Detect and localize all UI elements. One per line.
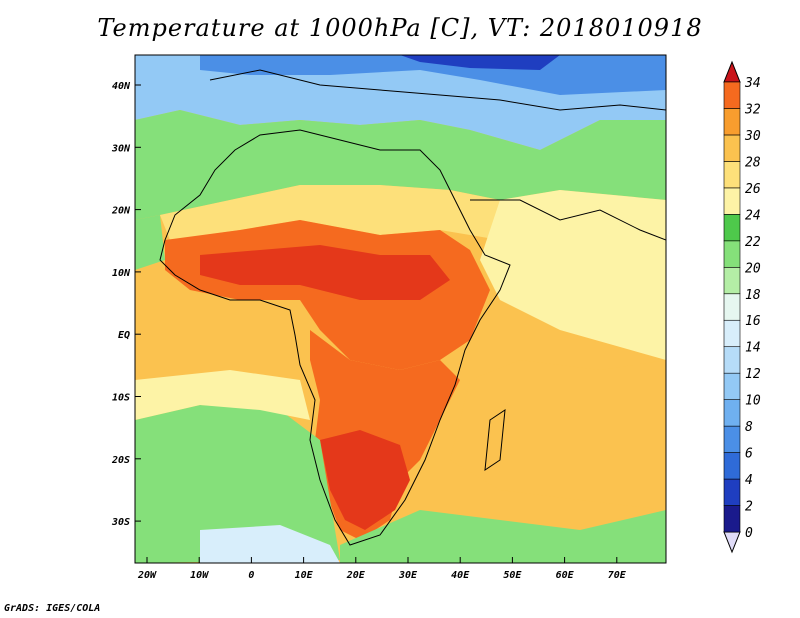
colorbar-level-label: 0 [745,526,753,541]
kalahari-hottest-region [320,430,410,530]
colorbar-segment [723,425,741,453]
lon-tick-label: 60E [556,570,575,581]
arabian-sea-region [480,190,666,360]
colorbar-segment [723,134,741,162]
lon-tick-label: 10E [295,570,314,581]
colorbar-level-label: 26 [745,182,761,197]
temperature-field [135,55,666,563]
lat-tick-label: EQ [118,330,130,341]
colorbar-bottom-arrow [723,531,741,554]
lat-tick-label: 30N [111,143,131,154]
colorbar-level-label: 34 [744,76,761,91]
europe-coastline [209,69,666,111]
colorbar-level-label: 30 [744,129,761,144]
lat-tick-label: 40N [112,81,131,92]
colorbar-segment [723,161,741,189]
madagascar-coastline [484,408,506,472]
lon-tick-label: 50E [503,570,522,581]
lon-tick-label: 30E [398,570,418,581]
colorbar-level-label: 10 [745,394,761,409]
lat-tick-label: 30S [111,517,130,528]
colorbar-level-label: 32 [744,102,761,117]
colorbar-level-label: 6 [745,447,753,462]
colorbar-level-label: 20 [745,261,761,276]
africa-coastline [159,129,511,546]
lat-tick-label: 20S [111,455,130,466]
grads-credit: GrADS: IGES/COLA [4,603,101,614]
colorbar-segment [723,452,741,480]
lon-tick-label: 20E [346,570,366,581]
colorbar-level-label: 12 [745,367,761,382]
colorbar-segment [723,478,741,506]
colorbar-level-label: 8 [745,420,753,435]
indian-ocean-region [450,360,666,510]
colorbar-segment [723,346,741,374]
south-atlantic-warm-region [135,370,310,420]
map-frame [134,54,667,564]
sahel-hottest-region [200,245,450,300]
southern-ocean-region [340,510,666,563]
colorbar-segment [723,108,741,136]
colorbar-segment [723,372,741,400]
colorbar-level-label: 2 [745,500,753,515]
lat-tick-label: 10S [112,393,130,404]
south-atlantic-mild-region [135,405,340,563]
colorbar-segment [723,240,741,268]
colorbar-level-label: 16 [745,314,761,329]
lon-tick-label: 40E [451,570,470,581]
southern-ocean-cool-region [200,525,340,563]
colorbar-level-label: 14 [745,341,761,356]
colorbar-level-label: 24 [745,208,761,223]
colorbar-segment [723,266,741,295]
colorbar-segment [723,505,741,533]
lon-tick-label: 10W [190,570,209,581]
arabia-india-coastline [470,199,666,241]
longitude-ticks: 20W 10W 0 10E 20E 30E 40E 50E 60E 70E [137,557,627,581]
colder-region-north [200,55,666,95]
lat-tick-label: 20N [111,206,131,217]
colorbar-level-label: 18 [745,288,761,303]
colorbar-segment [723,319,741,348]
colorbar-segment [723,214,741,242]
lon-tick-label: 0 [248,570,254,581]
colorbar-segment [723,187,741,215]
colorbar-segment [723,399,741,427]
lat-tick-label: 10N [112,268,131,279]
colorbar-level-label: 28 [745,155,761,170]
colorbar-segment [723,293,741,321]
sahara-warm-region [160,185,500,240]
atlantic-mild-region [135,215,165,270]
colorbar-top-arrow [723,60,741,83]
colorbar-level-label: 4 [745,473,753,488]
latitude-ticks: 40N 30N 20N 10N EQ 10S 20S 30S [111,81,141,528]
coldest-region-north [400,55,560,70]
mild-region-north-africa [135,110,666,220]
colorbar-level-label: 22 [745,235,761,250]
colorbar-segment [723,81,741,109]
map-title: Temperature at 1000hPa [C], VT: 20180109… [97,14,703,42]
lon-tick-label: 20W [137,570,157,581]
lon-tick-label: 70E [608,570,627,581]
